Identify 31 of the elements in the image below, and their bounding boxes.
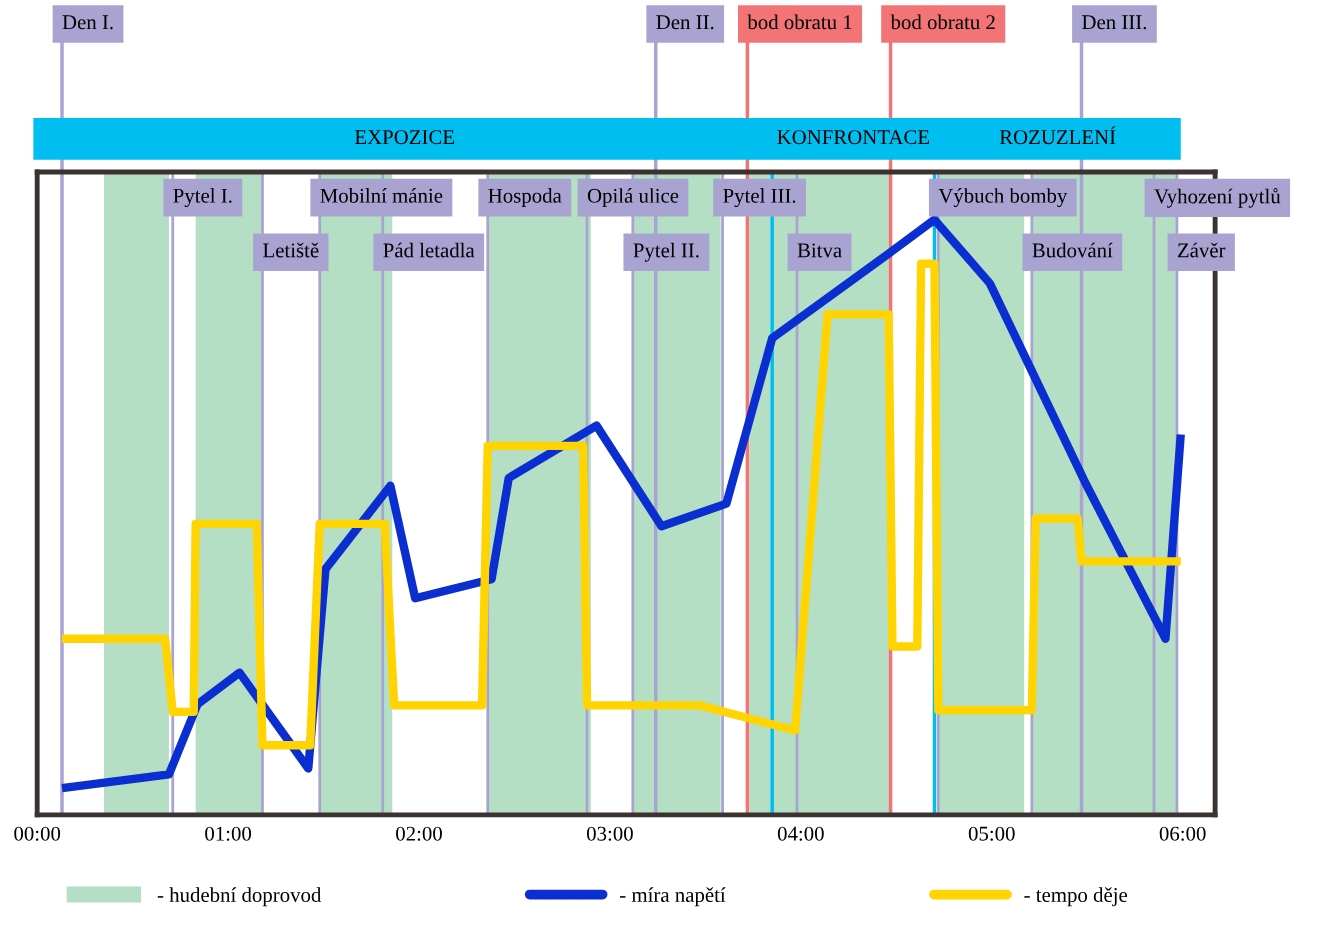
x-tick-label: 01:00 xyxy=(205,826,252,841)
legend-label: - hudební doprovod xyxy=(157,887,322,907)
legend-label: - tempo děje xyxy=(1024,887,1128,907)
x-tick-label: 03:00 xyxy=(586,826,633,841)
ref-line-label: bod obratu 2 xyxy=(890,14,995,30)
text: EXPOZICE xyxy=(354,130,454,145)
x-tick-label: 04:00 xyxy=(777,826,824,841)
ref-line-label: Den I. xyxy=(62,15,113,30)
x-tick-label: 00:00 xyxy=(14,826,61,841)
text: ROZUZLENÍ xyxy=(999,126,1116,145)
ref-line-label: Vyhození pytlů xyxy=(1154,188,1281,208)
ref-line-label: Pád letadla xyxy=(383,242,475,258)
x-tick-label: 05:00 xyxy=(968,826,1015,841)
x-tick-label: 06:00 xyxy=(1159,826,1206,841)
ref-line-label: Pytel I. xyxy=(173,188,232,208)
ref-line-label: Den II. xyxy=(656,15,714,30)
ref-line-label: Budování xyxy=(1032,242,1113,258)
ref-line-label: bod obratu 1 xyxy=(747,14,852,30)
ref-line-label: Pytel II. xyxy=(633,242,699,262)
ref-line-label: Mobilní mánie xyxy=(320,188,443,203)
ref-line-label: Bitva xyxy=(797,243,842,258)
ref-line-label: Opilá ulice xyxy=(587,188,679,208)
x-tick-label: 02:00 xyxy=(396,826,442,841)
legend-label: - míra napětí xyxy=(620,887,726,907)
ref-line-label: Pytel III. xyxy=(723,188,796,208)
ref-line-label: Den III. xyxy=(1082,15,1147,30)
ref-line-label: Letiště xyxy=(263,242,319,258)
ref-line-label: Závěr xyxy=(1177,242,1226,258)
ref-line-label: Hospoda xyxy=(488,188,562,208)
text: KONFRONTACE xyxy=(777,130,930,145)
ref-line-label: Výbuch bomby xyxy=(938,188,1068,208)
